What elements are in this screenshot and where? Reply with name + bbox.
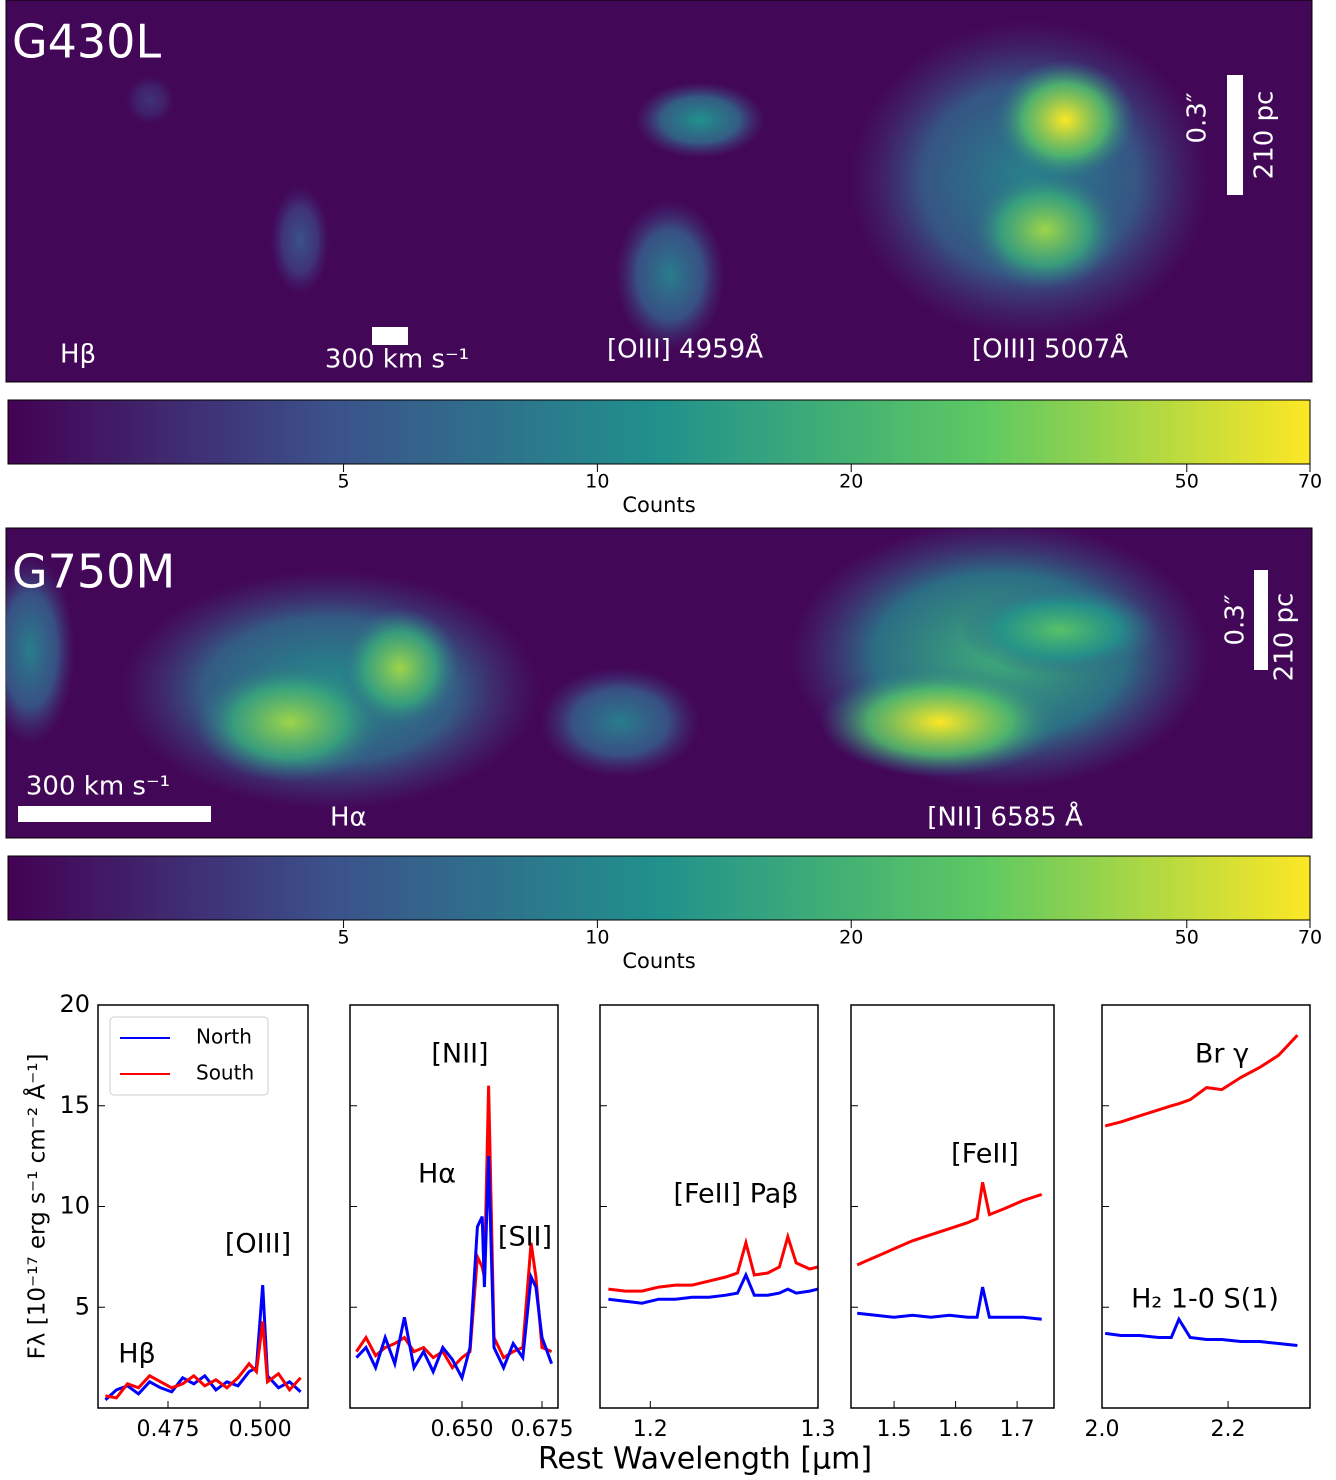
- legend-label: South: [196, 1061, 254, 1085]
- spectrum-line: [608, 1271, 818, 1305]
- x-axis-label: Rest Wavelength [μm]: [538, 1442, 872, 1477]
- x-tick-label: 1.3: [801, 1417, 836, 1442]
- legend-box: [109, 1016, 269, 1096]
- colorbar-label: Counts: [622, 949, 695, 973]
- x-tick-label: 0.475: [137, 1417, 200, 1442]
- annotation: [FeII]: [951, 1139, 1019, 1170]
- annotation: [FeII] Paβ: [673, 1179, 798, 1210]
- scale-bar: [1254, 570, 1268, 670]
- emission-region: [995, 60, 1135, 180]
- emission-region: [270, 185, 330, 295]
- colorbar-tick-label: 5: [338, 471, 350, 493]
- emission-region: [125, 75, 175, 125]
- colorbar-label: Counts: [622, 493, 695, 517]
- emission-region: [540, 667, 700, 777]
- colorbar-tick-label: 70: [1298, 927, 1322, 949]
- line-label: [OIII] 5007Å: [972, 333, 1128, 365]
- emission-region: [6, 555, 75, 745]
- physical-label: 210 pc: [1250, 91, 1280, 180]
- annotation: [NII]: [431, 1039, 488, 1070]
- x-tick-label: 0.650: [431, 1417, 494, 1442]
- annotation: [SII]: [498, 1222, 552, 1253]
- emission-region: [615, 200, 725, 350]
- panel-title: G430L: [12, 15, 161, 69]
- colorbar-tick-label: 70: [1298, 471, 1322, 493]
- colorbar-tick-label: 20: [839, 471, 863, 493]
- velocity-label: 300 km s⁻¹: [26, 772, 170, 802]
- annotation: Hα: [418, 1159, 456, 1190]
- spectrum-line: [856, 1181, 1043, 1267]
- emission-region: [960, 585, 1160, 675]
- x-tick-label: 0.675: [511, 1417, 574, 1442]
- colorbar-tick-label: 5: [338, 927, 350, 949]
- y-axis-label: Fλ [10⁻¹⁷ erg s⁻¹ cm⁻² Å⁻¹]: [23, 1054, 51, 1360]
- colorbar-tick-label: 50: [1175, 471, 1199, 493]
- y-tick-label: 10: [59, 1192, 90, 1220]
- x-tick-label: 0.500: [229, 1417, 292, 1442]
- annotation: H₂ 1-0 S(1): [1131, 1284, 1279, 1315]
- spectrum-line: [857, 1286, 1042, 1321]
- emission-region: [635, 82, 765, 158]
- axes-frame: [850, 1004, 1055, 1409]
- angular-label: 0.3″: [1221, 594, 1251, 645]
- colorbar-tick-label: 20: [839, 927, 863, 949]
- velocity-bar: [18, 806, 211, 822]
- y-tick-label: 5: [75, 1292, 90, 1320]
- colorbar: [7, 399, 1311, 465]
- line-label: [NII] 6585 Å: [927, 801, 1083, 833]
- physical-label: 210 pc: [1270, 593, 1300, 682]
- spectrum-line: [355, 1156, 554, 1382]
- x-tick-label: 1.2: [633, 1417, 668, 1442]
- line-label: Hβ: [60, 340, 96, 370]
- spectrum-line: [608, 1231, 818, 1293]
- velocity-label: 300 km s⁻¹: [325, 345, 469, 375]
- spectrum-line: [105, 1321, 302, 1400]
- velocity-bar: [372, 327, 408, 345]
- panel-title: G750M: [12, 545, 175, 599]
- x-tick-label: 1.5: [877, 1417, 912, 1442]
- annotation: [OIII]: [225, 1229, 291, 1260]
- spectrum-line: [1105, 1316, 1298, 1347]
- angular-label: 0.3″: [1183, 92, 1213, 143]
- image-emission: [125, 20, 1210, 350]
- y-tick-label: 20: [59, 990, 90, 1018]
- emission-region: [820, 667, 1060, 777]
- colorbar: [7, 855, 1311, 921]
- scale-bar: [1227, 75, 1243, 195]
- x-tick-label: 1.7: [1000, 1417, 1035, 1442]
- x-tick-label: 2.2: [1211, 1417, 1246, 1442]
- annotation: Br γ: [1195, 1039, 1249, 1070]
- y-tick-label: 15: [59, 1091, 90, 1119]
- spectrum-line: [1104, 1034, 1299, 1128]
- colorbar-tick-label: 10: [585, 471, 609, 493]
- emission-region: [340, 608, 460, 728]
- colorbar-tick-label: 10: [585, 927, 609, 949]
- line-label: [OIII] 4959Å: [607, 333, 763, 365]
- x-tick-label: 1.6: [938, 1417, 973, 1442]
- legend-label: North: [196, 1025, 252, 1049]
- line-label: Hα: [330, 803, 367, 833]
- emission-region: [195, 662, 385, 782]
- colorbar-tick-label: 50: [1175, 927, 1199, 949]
- x-tick-label: 2.0: [1085, 1417, 1120, 1442]
- annotation: Hβ: [118, 1339, 156, 1370]
- emission-region: [970, 170, 1120, 290]
- image-emission: [6, 528, 1210, 810]
